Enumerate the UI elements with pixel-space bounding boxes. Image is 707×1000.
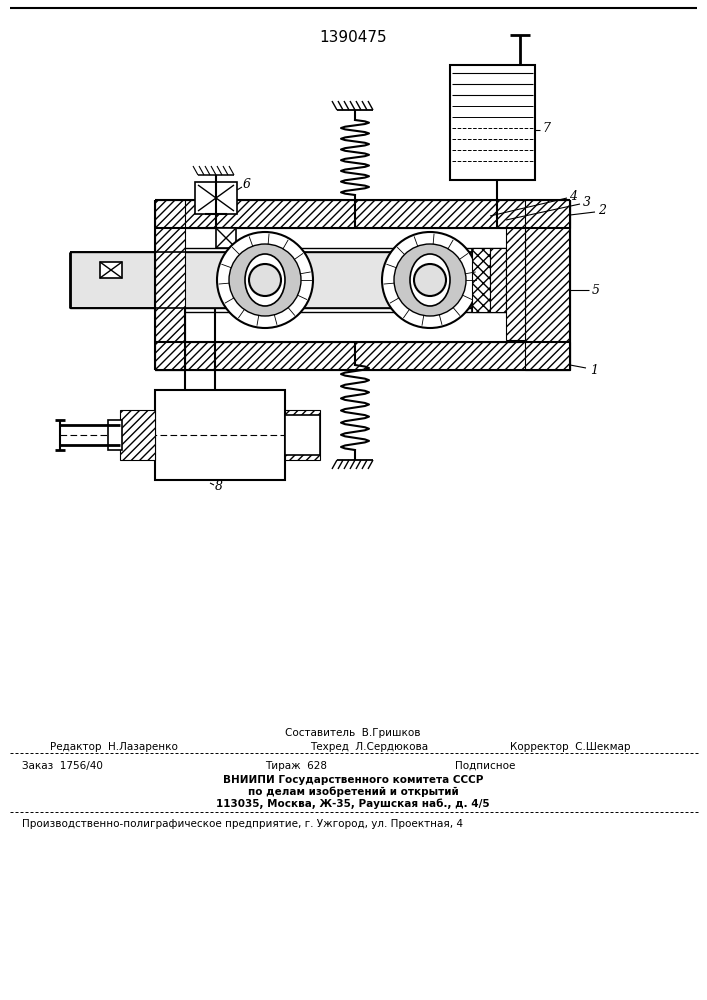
Text: 8: 8 bbox=[215, 481, 223, 493]
Bar bbox=[285, 410, 320, 460]
Bar bbox=[155, 200, 185, 370]
Text: Подписное: Подписное bbox=[455, 761, 515, 771]
Ellipse shape bbox=[410, 254, 450, 306]
Ellipse shape bbox=[245, 254, 285, 306]
Text: Техред  Л.Сердюкова: Техред Л.Сердюкова bbox=[310, 742, 428, 752]
Bar bbox=[100, 262, 122, 278]
Text: Тираж  628: Тираж 628 bbox=[265, 761, 327, 771]
Text: по делам изобретений и открытий: по делам изобретений и открытий bbox=[247, 787, 458, 797]
Circle shape bbox=[217, 232, 313, 328]
Bar bbox=[108, 420, 122, 450]
Text: Редактор  Н.Лазаренко: Редактор Н.Лазаренко bbox=[50, 742, 178, 752]
Bar bbox=[450, 65, 535, 180]
Text: Производственно-полиграфическое предприятие, г. Ужгород, ул. Проектная, 4: Производственно-полиграфическое предприя… bbox=[22, 819, 463, 829]
Circle shape bbox=[382, 232, 478, 328]
Circle shape bbox=[394, 244, 466, 316]
Text: 7: 7 bbox=[542, 121, 550, 134]
Bar bbox=[506, 228, 525, 340]
Bar bbox=[155, 200, 570, 228]
Text: Составитель  В.Гришков: Составитель В.Гришков bbox=[285, 728, 421, 738]
Text: 6: 6 bbox=[243, 178, 251, 192]
Circle shape bbox=[414, 264, 446, 296]
Bar bbox=[195, 182, 237, 214]
Circle shape bbox=[249, 264, 281, 296]
Text: 1: 1 bbox=[590, 363, 598, 376]
Bar bbox=[472, 248, 490, 312]
Text: 5: 5 bbox=[592, 284, 600, 296]
Bar bbox=[525, 200, 570, 370]
Bar bbox=[120, 410, 155, 460]
Bar bbox=[155, 342, 570, 370]
Circle shape bbox=[229, 244, 301, 316]
Text: 2: 2 bbox=[598, 204, 606, 217]
Text: Корректор  С.Шекмар: Корректор С.Шекмар bbox=[510, 742, 631, 752]
Bar bbox=[285, 415, 320, 455]
Bar bbox=[155, 390, 285, 480]
Text: Заказ  1756/40: Заказ 1756/40 bbox=[22, 761, 103, 771]
Bar bbox=[490, 248, 506, 312]
Text: 3: 3 bbox=[583, 196, 591, 209]
Text: 113035, Москва, Ж-35, Раушская наб., д. 4/5: 113035, Москва, Ж-35, Раушская наб., д. … bbox=[216, 799, 490, 809]
Bar bbox=[216, 228, 236, 248]
Text: ВНИИПИ Государственного комитета СССР: ВНИИПИ Государственного комитета СССР bbox=[223, 775, 483, 785]
Bar bbox=[70, 252, 525, 308]
Text: 4: 4 bbox=[569, 190, 577, 202]
Text: 1390475: 1390475 bbox=[319, 30, 387, 45]
